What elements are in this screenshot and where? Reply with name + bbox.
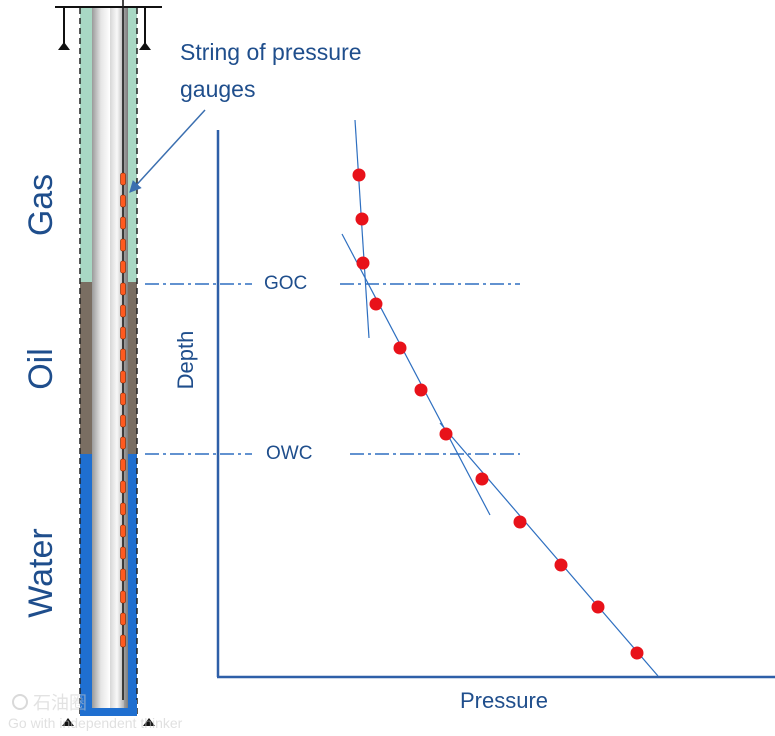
goc-label: GOC [264, 273, 307, 294]
pressure-gauge [120, 238, 126, 252]
pressure-gauge [120, 612, 126, 626]
oil-gradient-line [341, 233, 491, 516]
pressure-gauge [120, 260, 126, 274]
callout-arrow [129, 109, 206, 193]
pressure-point-water [513, 515, 527, 529]
pressure-point-oil [439, 427, 453, 441]
watermark-logo-text: 石油圈 [33, 693, 87, 713]
pressure-point-water [591, 600, 605, 614]
pressure-gauge [120, 392, 126, 406]
gas-gradient-line [354, 119, 370, 339]
callout-line-2: gauges [180, 76, 255, 102]
plot: Depth Pressure [173, 119, 775, 713]
water-gradient-line [439, 422, 659, 677]
pressure-gauge [120, 502, 126, 516]
zone-label-gas: Gas [22, 174, 60, 236]
y-axis-label: Depth [173, 331, 198, 390]
callout-line-1: String of pressure [180, 39, 362, 65]
pressure-gauge [120, 348, 126, 362]
zone-label-water: Water [22, 528, 60, 617]
pressure-gauge [120, 282, 126, 296]
pressure-gauge [120, 590, 126, 604]
pressure-gauge [120, 546, 126, 560]
pressure-gauge [120, 458, 126, 472]
pressure-point-water [630, 646, 644, 660]
pressure-point-gas [355, 212, 369, 226]
contact-lines: GOC OWC [145, 273, 520, 464]
watermark-logo-icon [12, 694, 28, 710]
pressure-gauge [120, 370, 126, 384]
pressure-point-gas [356, 256, 370, 270]
watermark: 石油圈 Go with independent thinker [8, 693, 183, 731]
pressure-point-gas [352, 168, 366, 182]
pressure-gauges [120, 172, 126, 648]
pressure-gauge [120, 414, 126, 428]
pressure-point-oil [393, 341, 407, 355]
pressure-point-oil [414, 383, 428, 397]
pressure-point-water [554, 558, 568, 572]
pressure-gauge [120, 524, 126, 538]
owc-label: OWC [266, 443, 312, 464]
pressure-gauge [120, 194, 126, 208]
pressure-point-water [475, 472, 489, 486]
pressure-gauge [120, 568, 126, 582]
pressure-gauge [120, 326, 126, 340]
gauge-callout: String of pressure gauges [129, 39, 362, 193]
pressure-gauge [120, 172, 126, 186]
pressure-gauge [120, 304, 126, 318]
watermark-tagline: Go with independent thinker [8, 715, 183, 731]
pressure-gauge [120, 216, 126, 230]
pressure-gauge [120, 480, 126, 494]
pressure-point-oil [369, 297, 383, 311]
pressure-points [352, 168, 644, 660]
pressure-gauge [120, 634, 126, 648]
well-schematic: Gas Oil Water [22, 0, 162, 726]
x-axis-label: Pressure [460, 688, 548, 713]
zone-label-oil: Oil [22, 348, 60, 390]
pressure-gauge [120, 436, 126, 450]
